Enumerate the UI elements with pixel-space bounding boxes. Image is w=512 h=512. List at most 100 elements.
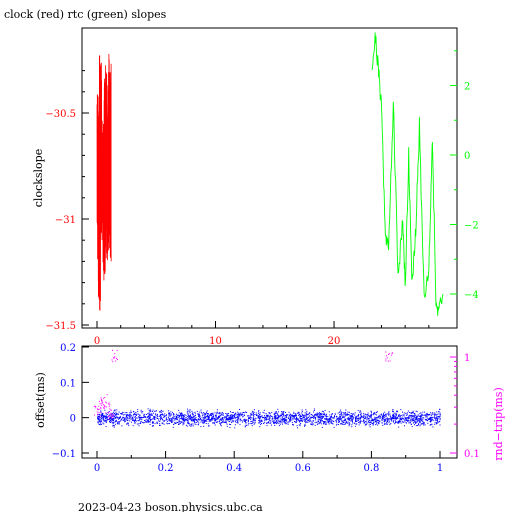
offset-point xyxy=(296,425,298,427)
offset-point xyxy=(202,420,204,422)
bottom-y2-axis-label: rnd−trip(ms) xyxy=(492,387,505,461)
offset-point xyxy=(199,411,201,413)
offset-point xyxy=(210,417,212,419)
offset-point xyxy=(280,414,282,416)
offset-point xyxy=(289,419,291,421)
offset-point xyxy=(164,413,166,415)
offset-point xyxy=(348,415,350,417)
offset-point xyxy=(268,412,270,414)
offset-point xyxy=(251,422,253,424)
roundtrip-point xyxy=(108,415,110,417)
bottom-x-tick-label: 0.8 xyxy=(363,463,379,474)
offset-point xyxy=(294,417,296,419)
offset-point xyxy=(420,414,422,416)
offset-point xyxy=(405,417,407,419)
offset-point xyxy=(351,413,353,415)
offset-point xyxy=(382,418,384,420)
offset-point xyxy=(128,418,130,420)
offset-point xyxy=(399,419,401,421)
bottom-y-tick-label: −0.1 xyxy=(52,449,76,460)
offset-point xyxy=(339,416,341,418)
offset-point xyxy=(141,417,143,419)
offset-point xyxy=(313,415,315,417)
offset-point xyxy=(168,415,170,417)
offset-point xyxy=(149,424,151,425)
offset-point xyxy=(252,416,254,418)
offset-point xyxy=(410,415,412,417)
offset-point xyxy=(379,418,381,419)
offset-point xyxy=(281,411,283,413)
offset-point xyxy=(290,419,292,421)
offset-point xyxy=(335,419,337,421)
offset-point xyxy=(335,420,337,422)
top-x-tick-label: 10 xyxy=(209,336,222,347)
offset-point xyxy=(377,419,378,421)
offset-point xyxy=(159,424,161,426)
offset-point xyxy=(399,417,401,419)
offset-point xyxy=(283,422,285,424)
offset-point xyxy=(412,416,414,418)
offset-point xyxy=(372,423,374,425)
offset-point xyxy=(230,416,232,418)
offset-point xyxy=(178,416,180,418)
offset-point xyxy=(390,418,392,420)
offset-point xyxy=(406,420,408,421)
offset-point xyxy=(269,422,271,424)
offset-point xyxy=(131,421,132,423)
offset-point xyxy=(323,423,324,425)
offset-point xyxy=(282,411,284,413)
offset-point xyxy=(145,421,147,423)
offset-point xyxy=(355,419,357,420)
offset-point xyxy=(415,417,417,419)
offset-point xyxy=(107,412,109,413)
offset-point xyxy=(313,417,315,419)
offset-point xyxy=(344,413,346,415)
offset-point xyxy=(195,419,197,420)
offset-point xyxy=(244,421,246,423)
offset-point xyxy=(242,421,243,423)
offset-point xyxy=(215,419,217,421)
offset-point xyxy=(317,412,319,414)
offset-point xyxy=(199,418,201,420)
offset-point xyxy=(125,419,127,421)
offset-point xyxy=(149,411,151,413)
offset-point xyxy=(187,420,189,422)
offset-point xyxy=(100,415,102,417)
offset-point xyxy=(314,419,316,421)
offset-point xyxy=(428,418,430,420)
offset-point xyxy=(248,416,250,418)
offset-point xyxy=(414,421,416,423)
offset-point xyxy=(187,416,189,417)
offset-point xyxy=(183,423,185,425)
offset-point xyxy=(173,423,175,425)
offset-point xyxy=(303,417,305,419)
offset-point xyxy=(341,412,342,414)
roundtrip-point xyxy=(391,352,393,354)
offset-point xyxy=(409,414,411,416)
offset-point xyxy=(133,421,135,422)
offset-point xyxy=(208,418,210,420)
offset-point xyxy=(176,415,178,417)
offset-point xyxy=(409,417,411,419)
offset-point xyxy=(367,412,369,414)
offset-point xyxy=(406,418,408,419)
offset-point xyxy=(172,420,174,422)
offset-point xyxy=(291,414,292,416)
offset-point xyxy=(390,420,392,422)
offset-point xyxy=(127,420,129,422)
offset-point xyxy=(169,415,171,417)
offset-point xyxy=(386,423,388,425)
offset-point xyxy=(343,413,345,415)
offset-point xyxy=(325,416,327,418)
offset-point xyxy=(152,425,154,426)
offset-point xyxy=(224,416,226,418)
roundtrip-point xyxy=(104,397,106,398)
offset-point xyxy=(189,424,191,426)
offset-point xyxy=(253,418,255,420)
offset-point xyxy=(112,417,114,419)
offset-point xyxy=(300,418,302,420)
offset-point xyxy=(299,423,301,425)
offset-point xyxy=(434,423,436,425)
offset-point xyxy=(306,413,308,415)
offset-point xyxy=(135,417,137,419)
